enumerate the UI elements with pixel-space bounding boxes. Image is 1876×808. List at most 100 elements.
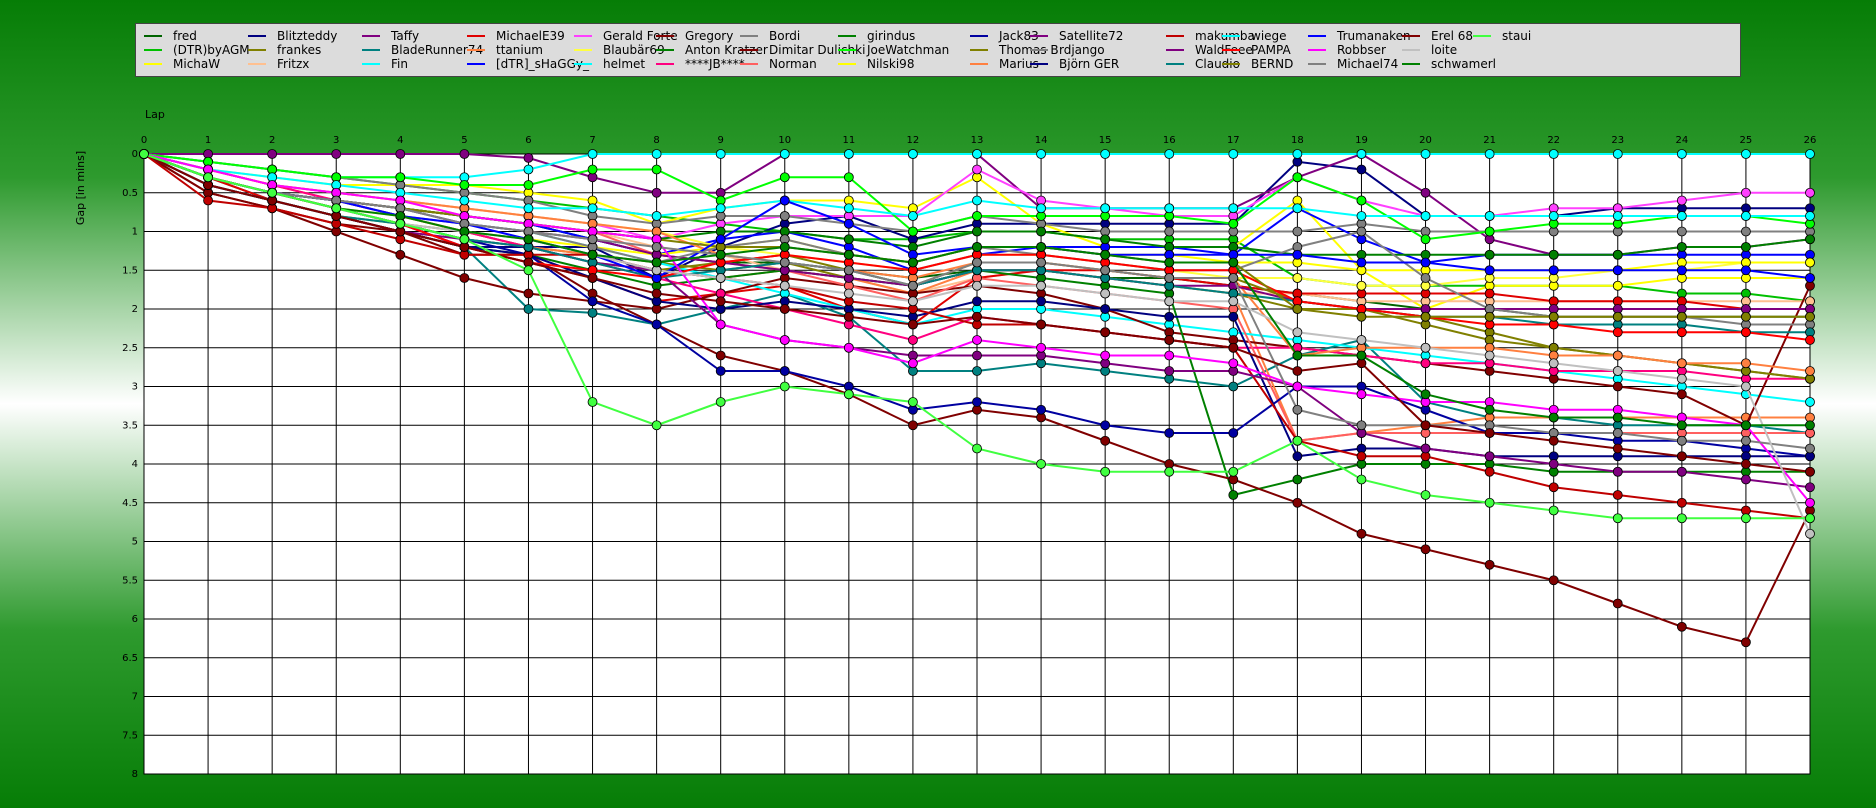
data-point [1741,211,1751,221]
legend-label: loite [1431,43,1458,57]
data-point [1420,257,1431,268]
data-point [651,211,662,221]
data-point [1741,420,1751,431]
data-point [908,257,918,268]
data-point [779,195,790,206]
data-point [715,273,726,283]
x-tick-label: 7 [589,135,595,146]
y-tick-label: 6 [132,614,138,625]
data-point [779,304,790,314]
data-point [1805,443,1815,454]
x-tick-label: 8 [653,135,659,146]
legend-label: Blitzteddy [277,29,338,43]
data-point [972,257,982,268]
data-point [1292,404,1303,415]
data-point [1036,319,1046,330]
legend-label: staui [1502,29,1532,43]
data-point [843,288,854,299]
data-point [1420,342,1431,353]
data-point [523,304,534,314]
y-tick-label: 2.5 [122,343,138,354]
data-point [1676,211,1687,221]
data-point [1228,203,1239,214]
data-point [1292,451,1303,462]
data-point [1484,428,1495,438]
data-point [1228,428,1239,438]
legend-swatch [1166,63,1184,65]
data-point [1420,211,1431,221]
data-point [1805,420,1815,431]
data-point [715,366,726,376]
data-point [1612,366,1623,376]
data-point [1356,280,1367,291]
data-point [908,397,918,407]
data-point [779,366,790,376]
data-point [1741,327,1751,338]
data-point [1100,149,1111,159]
data-point [1741,358,1751,369]
y-tick-label: 0 [132,149,138,160]
data-point [1420,389,1431,400]
data-point [1356,528,1367,539]
data-point [1741,459,1751,469]
data-point [1612,149,1623,159]
data-point [523,180,534,190]
data-point [908,211,918,221]
data-point [1548,412,1559,423]
y-tick-label: 1 [132,227,138,238]
data-point [843,172,854,183]
data-point [1676,420,1687,431]
data-point [1164,296,1175,307]
data-point [1805,497,1815,508]
data-point [1612,428,1623,438]
legend-swatch [1308,49,1326,51]
data-point [715,296,726,307]
data-point [972,311,982,322]
data-point [843,265,854,276]
x-tick-label: 0 [141,135,147,146]
data-point [523,265,534,276]
data-point [1741,381,1751,392]
legend-swatch [1308,63,1326,65]
data-point [843,203,854,214]
data-point [1676,327,1687,338]
data-point [523,152,534,163]
legend-label: (DTR)byAGM [173,43,250,57]
data-point [843,342,854,353]
data-point [1548,311,1559,322]
data-point [1741,513,1751,524]
data-point [1228,218,1239,229]
legend-label: frankes [277,43,322,57]
data-point [1228,466,1239,477]
data-point [1100,435,1111,446]
data-point [1228,273,1239,283]
legend-label: Erel 68 [1431,29,1474,43]
data-point [1484,404,1495,415]
data-point [1228,296,1239,307]
data-point [1548,505,1559,516]
data-point [1612,513,1623,524]
x-tick-label: 12 [907,135,920,146]
legend-label: Norman [769,57,817,71]
data-point [1741,242,1751,252]
data-point [1100,304,1111,314]
data-point [972,195,982,206]
legend-swatch [970,63,988,65]
data-point [1676,389,1687,400]
data-point [779,172,790,183]
x-tick-label: 22 [1547,135,1560,146]
data-point [587,273,598,283]
legend-label: JoeWatchman [867,43,950,57]
data-point [523,203,534,214]
data-point [972,280,982,291]
data-point [1805,273,1815,283]
data-point [908,280,918,291]
data-point [1036,203,1046,214]
data-point [908,296,918,307]
data-point [1292,203,1303,214]
data-point [459,195,470,206]
data-point [1676,466,1687,477]
data-point [1164,428,1175,438]
y-tick-label: 6.5 [122,653,138,664]
data-point [1548,358,1559,369]
